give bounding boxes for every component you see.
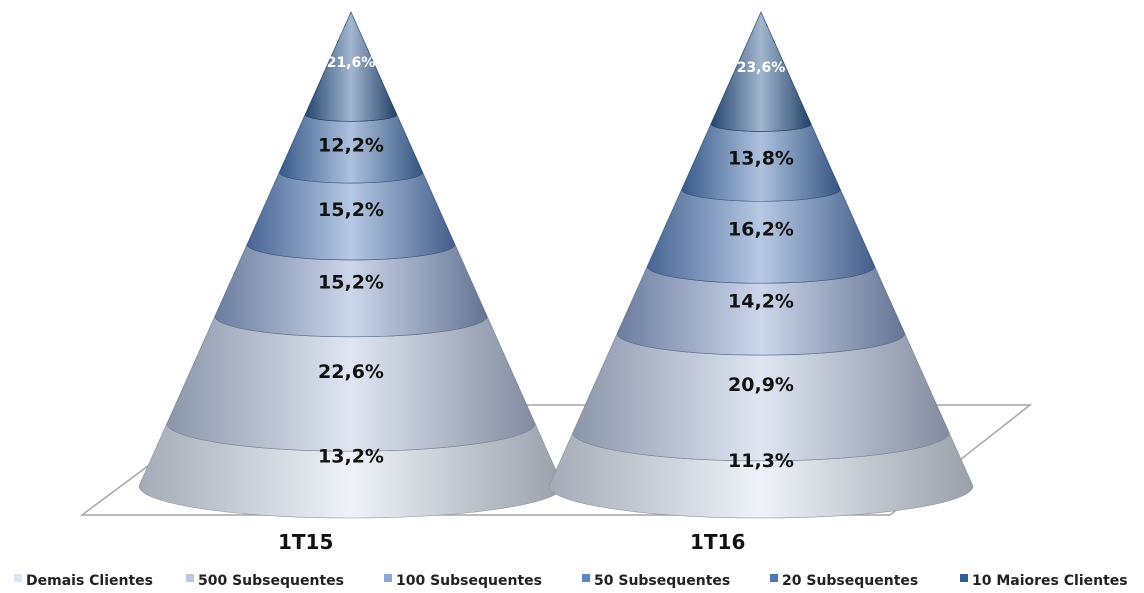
value-labels: 13,2% 22,6% 15,2% 15,2% 12,2% 21,6% 11,3% 20,9%…	[318, 55, 794, 472]
legend-label: 500 Subsequentes	[198, 573, 344, 589]
value-label-1t15-500-subsequentes: 22,6%	[318, 361, 384, 383]
category-label-1t15: 1T15	[278, 530, 333, 554]
category-axis: 1T15 1T16	[278, 530, 745, 554]
legend-swatch	[384, 574, 392, 582]
legend-label: 20 Subsequentes	[782, 573, 918, 589]
value-label-1t16-100-subsequentes: 14,2%	[728, 291, 794, 313]
legend-swatch	[770, 574, 778, 582]
cone-segment-1t16-10-maiores-clientes	[710, 11, 812, 132]
legend-item-10-maiores-clientes: 10 Maiores Clientes	[960, 573, 1128, 589]
legend-swatch	[960, 574, 968, 582]
legend-label: 10 Maiores Clientes	[972, 573, 1128, 589]
legend-item-20-subsequentes: 20 Subsequentes	[770, 573, 918, 589]
legend-item-demais-clientes: Demais Clientes	[14, 573, 153, 589]
cone-1t15	[138, 11, 564, 519]
legend-swatch	[14, 574, 22, 582]
value-label-1t16-demais-clientes: 11,3%	[728, 450, 794, 472]
value-label-1t15-20-subsequentes: 12,2%	[318, 134, 384, 156]
value-label-1t16-10-maiores-clientes: 23,6%	[737, 60, 786, 76]
value-label-1t15-10-maiores-clientes: 21,6%	[327, 55, 376, 71]
value-label-1t16-20-subsequentes: 13,8%	[728, 148, 794, 170]
category-label-1t16: 1T16	[690, 530, 745, 554]
legend-item-50-subsequentes: 50 Subsequentes	[582, 573, 730, 589]
cones	[138, 11, 974, 519]
value-label-1t16-50-subsequentes: 16,2%	[728, 219, 794, 241]
legend-label: 50 Subsequentes	[594, 573, 730, 589]
legend-swatch	[186, 574, 194, 582]
value-label-1t15-50-subsequentes: 15,2%	[318, 199, 384, 221]
legend-item-100-subsequentes: 100 Subsequentes	[384, 573, 542, 589]
legend-swatch	[582, 574, 590, 582]
legend-label: Demais Clientes	[26, 573, 153, 589]
value-label-1t15-demais-clientes: 13,2%	[318, 446, 384, 468]
cone-1t16	[548, 11, 974, 519]
cone-segment-1t15-10-maiores-clientes	[304, 11, 398, 122]
legend-item-500-subsequentes: 500 Subsequentes	[186, 573, 344, 589]
value-label-1t16-500-subsequentes: 20,9%	[728, 374, 794, 396]
legend: Demais Clientes 500 Subsequentes 100 Subse…	[14, 573, 1128, 589]
value-label-1t15-100-subsequentes: 15,2%	[318, 271, 384, 293]
legend-label: 100 Subsequentes	[396, 573, 542, 589]
